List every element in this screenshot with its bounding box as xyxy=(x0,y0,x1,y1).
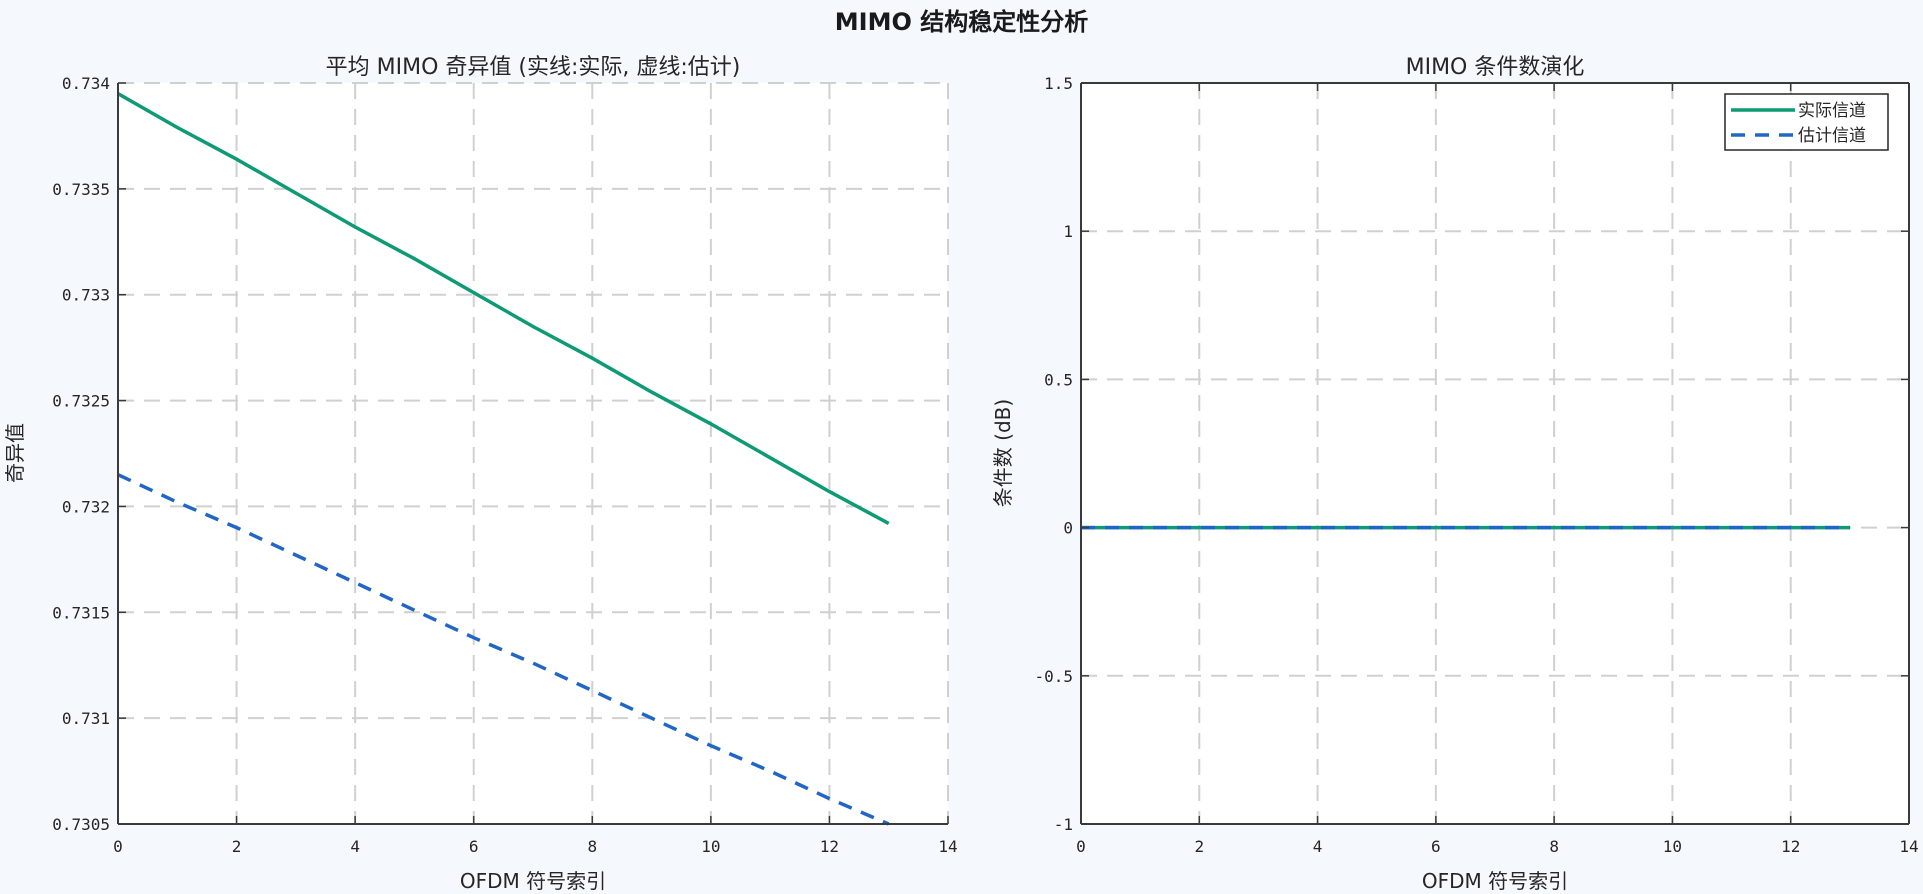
y-tick-label: 0.731 xyxy=(62,709,110,728)
condition-number-axes: 0 2 4 6 8 10 12 14 -1 -0.5 0 0.5 1 1.5 MIMO 条件数演化 OFD… xyxy=(991,55,1919,893)
y-tick-label: -1 xyxy=(1054,815,1073,834)
y-tick-label: 0.734 xyxy=(62,74,110,93)
y-tick-label: 0.732 xyxy=(62,497,110,516)
x-tick-label: 2 xyxy=(1194,837,1204,856)
chart-title: 平均 MIMO 奇异值 (实线:实际, 虚线:估计) xyxy=(326,55,741,80)
y-tick-label: 0.7335 xyxy=(52,180,110,199)
x-tick-label: 6 xyxy=(469,837,479,856)
legend: 实际信道 估计信道 xyxy=(1724,93,1889,151)
legend-label-estimated: 估计信道 xyxy=(1798,126,1866,146)
x-tick-label: 0 xyxy=(113,837,123,856)
y-tick-label: 0.5 xyxy=(1044,370,1073,389)
x-tick-label: 12 xyxy=(820,837,839,856)
x-tick-label: 8 xyxy=(1549,837,1559,856)
y-tick-label: 0 xyxy=(1063,519,1073,538)
plot-area xyxy=(118,83,948,824)
x-tick-label: 0 xyxy=(1076,837,1086,856)
chart-title: MIMO 条件数演化 xyxy=(1406,55,1585,80)
axis-spines xyxy=(1080,82,1910,825)
x-tick-label: 10 xyxy=(701,837,720,856)
x-tick-label: 4 xyxy=(350,837,360,856)
y-tick-label: 0.7325 xyxy=(52,392,110,411)
actual-series-line xyxy=(117,92,890,525)
x-tick-label: 10 xyxy=(1663,837,1682,856)
y-tick-label: 0.733 xyxy=(62,286,110,305)
tick-labels: 0 2 4 6 8 10 12 14 0.7305 0.731 0.7315 0.732 0.7325 0… xyxy=(52,74,957,856)
singular-value-axes: 0 2 4 6 8 10 12 14 0.7305 0.731 0.7315 0.732 0.7325 0… xyxy=(3,55,958,893)
legend-label-actual: 实际信道 xyxy=(1798,101,1866,121)
y-tick-label: 0.7315 xyxy=(52,603,110,622)
y-tick-label: 1 xyxy=(1063,222,1073,241)
y-tick-label: 1.5 xyxy=(1044,74,1073,93)
estimated-series-line xyxy=(117,473,890,826)
y-tick-label: 0.7305 xyxy=(52,815,110,834)
x-tick-label: 8 xyxy=(587,837,597,856)
x-tick-label: 12 xyxy=(1781,837,1800,856)
x-tick-label: 6 xyxy=(1431,837,1441,856)
y-axis-label: 条件数 (dB) xyxy=(991,399,1015,507)
legend-box xyxy=(1724,93,1889,151)
y-tick-label: -0.5 xyxy=(1034,667,1073,686)
plot-area xyxy=(1081,83,1909,824)
y-axis-label: 奇异值 xyxy=(3,423,27,483)
x-axis-label: OFDM 符号索引 xyxy=(1422,869,1568,893)
x-axis-label: OFDM 符号索引 xyxy=(460,869,606,893)
x-tick-label: 2 xyxy=(232,837,242,856)
data-lines xyxy=(117,92,890,826)
tick-labels: 0 2 4 6 8 10 12 14 -1 -0.5 0 0.5 1 1.5 xyxy=(1034,74,1918,856)
x-tick-label: 14 xyxy=(938,837,957,856)
x-tick-label: 4 xyxy=(1313,837,1323,856)
figure-suptitle: MIMO 结构稳定性分析 xyxy=(834,8,1089,36)
axis-spines xyxy=(117,82,949,825)
x-tick-label: 14 xyxy=(1899,837,1918,856)
